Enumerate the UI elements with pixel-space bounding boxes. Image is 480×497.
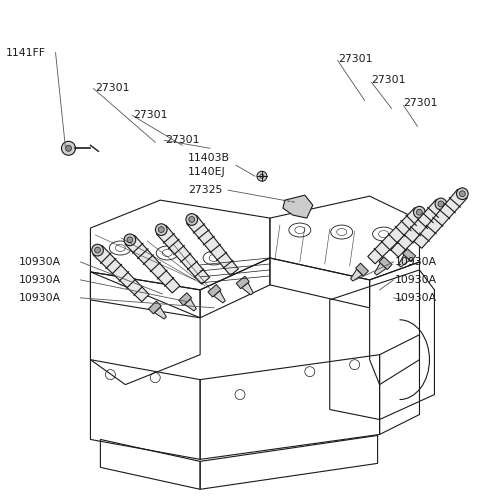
Text: 27301: 27301: [372, 76, 406, 85]
Circle shape: [186, 214, 198, 225]
Polygon shape: [283, 195, 313, 218]
Polygon shape: [391, 199, 445, 257]
Polygon shape: [350, 269, 362, 281]
Text: 27301: 27301: [96, 83, 130, 93]
Polygon shape: [156, 225, 210, 284]
Circle shape: [189, 217, 195, 222]
Polygon shape: [403, 248, 416, 261]
Polygon shape: [379, 257, 392, 269]
Polygon shape: [356, 263, 369, 276]
Circle shape: [417, 209, 422, 215]
Circle shape: [92, 245, 103, 256]
Polygon shape: [374, 263, 386, 275]
Circle shape: [414, 206, 425, 218]
Text: 27301: 27301: [133, 110, 168, 120]
Polygon shape: [179, 293, 192, 306]
Polygon shape: [398, 255, 410, 267]
Text: 27325: 27325: [188, 185, 223, 195]
Polygon shape: [236, 276, 249, 289]
Text: 27301: 27301: [404, 98, 438, 108]
Circle shape: [65, 145, 72, 151]
Circle shape: [435, 198, 447, 210]
Polygon shape: [414, 189, 467, 248]
Text: 10930A: 10930A: [19, 257, 61, 267]
Text: 11403B: 11403B: [188, 153, 230, 163]
Text: 1140EJ: 1140EJ: [188, 167, 226, 177]
Circle shape: [127, 237, 133, 243]
Circle shape: [156, 224, 167, 236]
Text: 1141FF: 1141FF: [6, 48, 46, 58]
Polygon shape: [368, 208, 424, 264]
Circle shape: [257, 171, 267, 181]
Polygon shape: [185, 299, 196, 311]
Polygon shape: [242, 283, 253, 295]
Text: 27301: 27301: [338, 54, 372, 64]
Circle shape: [61, 141, 75, 155]
Circle shape: [438, 201, 444, 207]
Polygon shape: [125, 236, 180, 293]
Polygon shape: [208, 284, 221, 297]
Text: 10930A: 10930A: [19, 275, 61, 285]
Circle shape: [95, 247, 100, 253]
Polygon shape: [93, 246, 149, 302]
Polygon shape: [148, 301, 161, 314]
Text: 10930A: 10930A: [395, 257, 437, 267]
Circle shape: [124, 234, 136, 246]
Polygon shape: [187, 215, 239, 275]
Circle shape: [459, 191, 465, 197]
Text: 10930A: 10930A: [395, 275, 437, 285]
Text: 10930A: 10930A: [395, 293, 437, 303]
Circle shape: [456, 188, 468, 199]
Text: 10930A: 10930A: [19, 293, 61, 303]
Polygon shape: [214, 291, 225, 303]
Polygon shape: [155, 307, 167, 319]
Circle shape: [158, 227, 164, 233]
Text: 27301: 27301: [165, 135, 200, 145]
